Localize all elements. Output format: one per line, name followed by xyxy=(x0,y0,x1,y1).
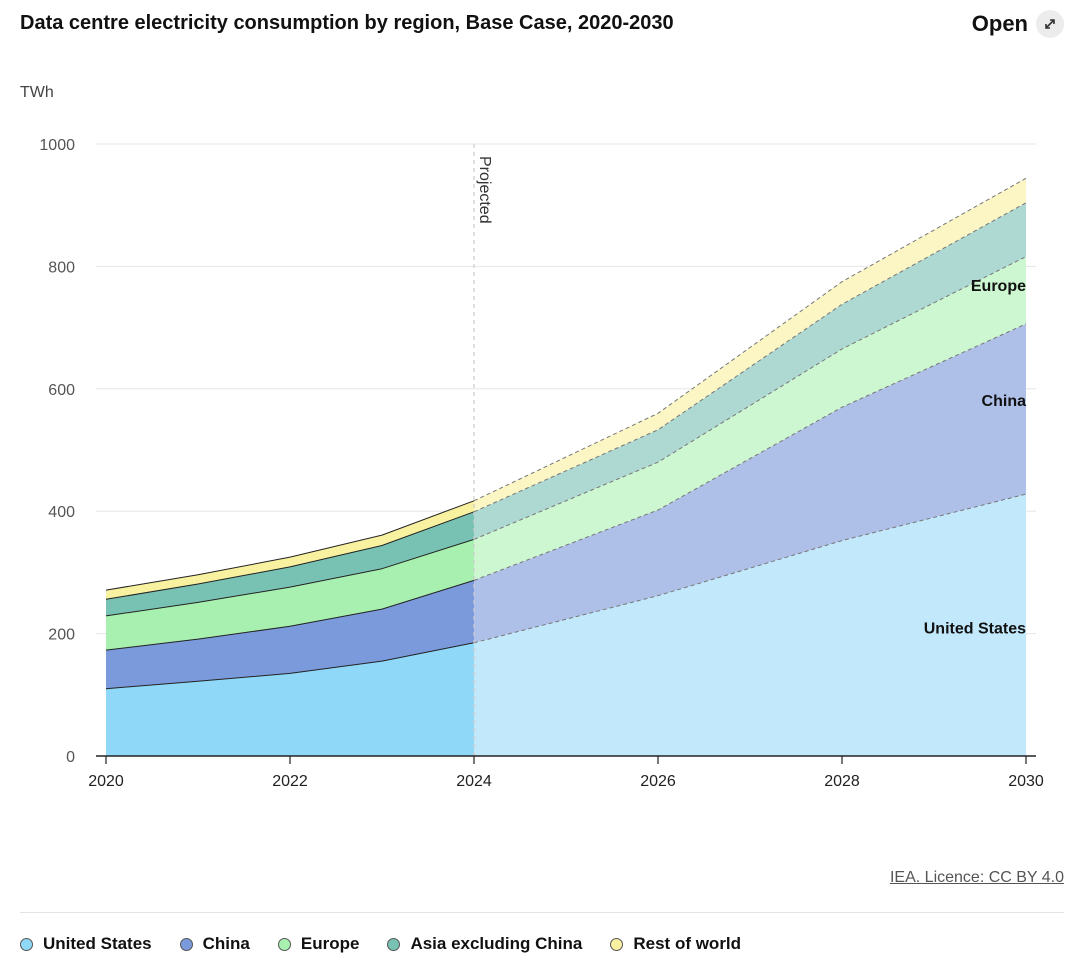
legend: United States China Europe Asia excluding C… xyxy=(20,934,741,954)
line-rest-of-world-projected xyxy=(473,177,1027,502)
legend-item-china[interactable]: China xyxy=(179,934,250,954)
legend-label: Rest of world xyxy=(633,934,742,953)
legend-item-europe[interactable]: Europe xyxy=(277,934,360,954)
source-link[interactable]: IEA. Licence: CC BY 4.0 xyxy=(889,869,1064,886)
legend-label: Asia excluding China xyxy=(410,934,583,953)
legend-swatch xyxy=(277,937,291,951)
y-tick-label: 1000 xyxy=(39,137,75,154)
area-europe-projected xyxy=(474,256,1026,581)
x-tick-label: 2024 xyxy=(456,773,492,790)
projection-label: Projected xyxy=(476,156,493,224)
legend-label: United States xyxy=(43,934,152,953)
y-tick-label: 400 xyxy=(48,504,75,521)
open-button-label: Open xyxy=(971,11,1028,36)
line-europe-projected xyxy=(473,256,1027,540)
series-areas xyxy=(105,177,1027,756)
legend-swatch xyxy=(610,937,624,951)
legend-swatch xyxy=(387,937,401,951)
line-united-states-historical xyxy=(105,642,475,690)
line-europe-historical xyxy=(105,538,475,617)
line-asia-excluding-china-projected xyxy=(473,202,1027,513)
area-chart: 0 200 400 600 800 1000 Projected 2020 2022 2024 20… xyxy=(39,137,1043,790)
x-tick-label: 2022 xyxy=(272,773,308,790)
legend-label: China xyxy=(202,934,250,953)
line-china-projected xyxy=(473,323,1027,581)
y-tick-label: 600 xyxy=(48,382,75,399)
legend-label: Europe xyxy=(300,934,360,953)
y-axis-unit: TWh xyxy=(20,84,54,101)
legend-item-rest-of-world[interactable]: Rest of world xyxy=(610,934,741,954)
area-china-historical xyxy=(106,580,474,689)
line-united-states-projected xyxy=(473,493,1027,644)
area-rest-of-world-projected xyxy=(474,178,1026,512)
area-labels: Europe China United States xyxy=(924,278,1026,638)
x-tick-label: 2026 xyxy=(640,773,676,790)
y-tick-label: 0 xyxy=(66,749,75,766)
area-label: China xyxy=(982,393,1027,410)
area-asia-excluding-china-projected xyxy=(474,202,1026,540)
axes: 0 200 400 600 800 1000 Projected 2020 2022 2024 20… xyxy=(39,137,1043,790)
area-china-projected xyxy=(474,323,1026,643)
y-tick-label: 800 xyxy=(48,259,75,276)
divider xyxy=(20,912,1064,913)
area-united-states-historical xyxy=(106,642,474,756)
x-tick-label: 2030 xyxy=(1008,773,1044,790)
legend-swatch xyxy=(20,937,33,951)
x-tick-label: 2020 xyxy=(88,773,124,790)
area-rest-of-world-historical xyxy=(106,500,474,600)
legend-swatch xyxy=(179,937,193,951)
area-europe-historical xyxy=(106,539,474,651)
area-label: Europe xyxy=(971,278,1026,295)
x-tick-label: 2028 xyxy=(824,773,860,790)
open-button[interactable]: Open xyxy=(972,10,1064,38)
area-label: United States xyxy=(924,621,1026,638)
area-asia-excluding-china-historical xyxy=(106,511,474,616)
chart-title: Data centre electricity consumption by r… xyxy=(20,12,674,34)
expand-icon xyxy=(1036,10,1064,38)
legend-item-asia-excluding-china[interactable]: Asia excluding China xyxy=(387,934,582,954)
area-united-states-projected xyxy=(474,494,1026,756)
legend-item-united-states[interactable]: United States xyxy=(20,934,152,954)
y-tick-label: 200 xyxy=(48,627,75,644)
line-china-historical xyxy=(105,579,475,651)
line-rest-of-world-historical xyxy=(105,500,475,591)
line-asia-excluding-china-historical xyxy=(105,511,475,600)
